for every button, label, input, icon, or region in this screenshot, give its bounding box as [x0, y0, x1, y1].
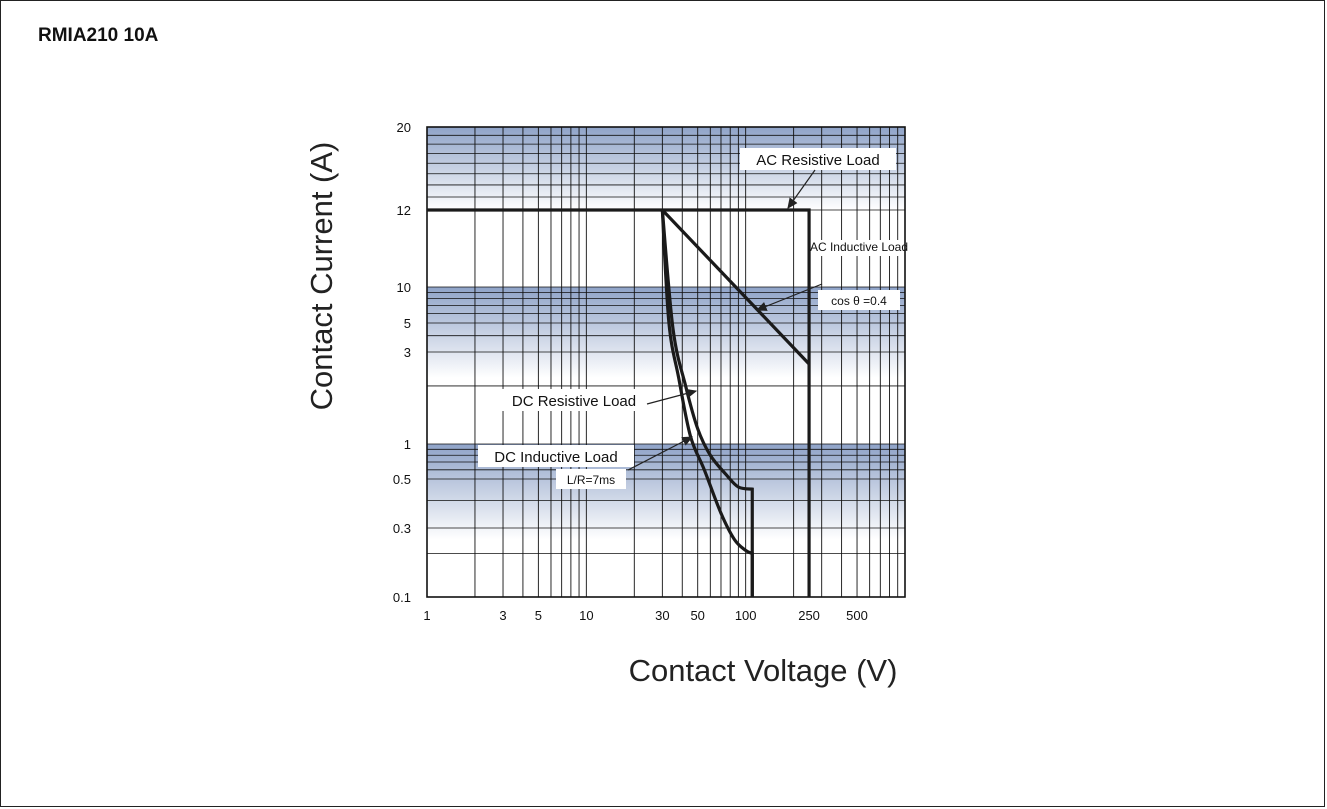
label-dc-resistive-load-bg — [501, 389, 647, 411]
label-lr-7ms-bg — [556, 469, 626, 489]
grid-lines — [426, 126, 906, 598]
series-curves — [427, 208, 811, 597]
label-ac-inductive-load-bg — [815, 240, 903, 256]
label-dc-inductive-load-bg — [478, 445, 634, 467]
annotations: AC Resistive Load AC Inductive Load cos θ … — [478, 148, 908, 489]
plot-border — [426, 126, 906, 598]
background-bands — [427, 127, 905, 540]
label-lr-7ms: L/R=7ms — [567, 473, 615, 487]
x-tick-label: 100 — [735, 608, 757, 623]
y-tick-label: 1 — [404, 437, 411, 452]
x-axis-title: Contact Voltage (V) — [629, 653, 898, 688]
x-tick-label: 250 — [798, 608, 820, 623]
label-ac-resistive-load: AC Resistive Load — [756, 152, 879, 169]
series-line-ac-resistive-load — [427, 208, 811, 597]
x-tick-label: 50 — [690, 608, 704, 623]
x-tick-label: 10 — [579, 608, 593, 623]
leader-line — [755, 283, 823, 311]
label-cos-theta-bg — [818, 290, 900, 310]
y-tick-label: 0.1 — [393, 590, 411, 605]
leader-line — [646, 388, 698, 405]
leader-line — [787, 169, 816, 209]
y-axis-title: Contact Current (A) — [304, 142, 339, 411]
leader-line — [627, 436, 694, 471]
y-tick-label: 0.3 — [393, 521, 411, 536]
series-line-dc-inductive-load — [660, 209, 754, 597]
label-ac-inductive-load: AC Inductive Load — [810, 240, 908, 254]
label-dc-inductive-load: DC Inductive Load — [494, 449, 617, 466]
y-tick-label: 3 — [404, 345, 411, 360]
series-line-dc-resistive-load — [660, 209, 754, 597]
label-cos-theta: cos θ =0.4 — [831, 294, 887, 308]
x-tick-label: 500 — [846, 608, 868, 623]
x-tick-label: 1 — [423, 608, 430, 623]
y-tick-label: 10 — [397, 280, 411, 295]
y-tick-label: 12 — [397, 203, 411, 218]
tick-labels: 1 3 5 10 30 50 100 250 500 20 12 10 5 3 1 0.5 0.3 0.1 — [393, 120, 868, 623]
y-tick-label: 0.5 — [393, 472, 411, 487]
chart-title: RMIA210 10A — [38, 25, 159, 46]
y-tick-label: 5 — [404, 316, 411, 331]
x-tick-label: 5 — [535, 608, 542, 623]
label-ac-resistive-load-bg — [740, 148, 896, 170]
series-line-ac-inductive-load — [661, 208, 811, 366]
x-tick-label: 3 — [499, 608, 506, 623]
label-dc-resistive-load: DC Resistive Load — [512, 393, 636, 410]
y-tick-label: 20 — [397, 120, 411, 135]
x-tick-label: 30 — [655, 608, 669, 623]
